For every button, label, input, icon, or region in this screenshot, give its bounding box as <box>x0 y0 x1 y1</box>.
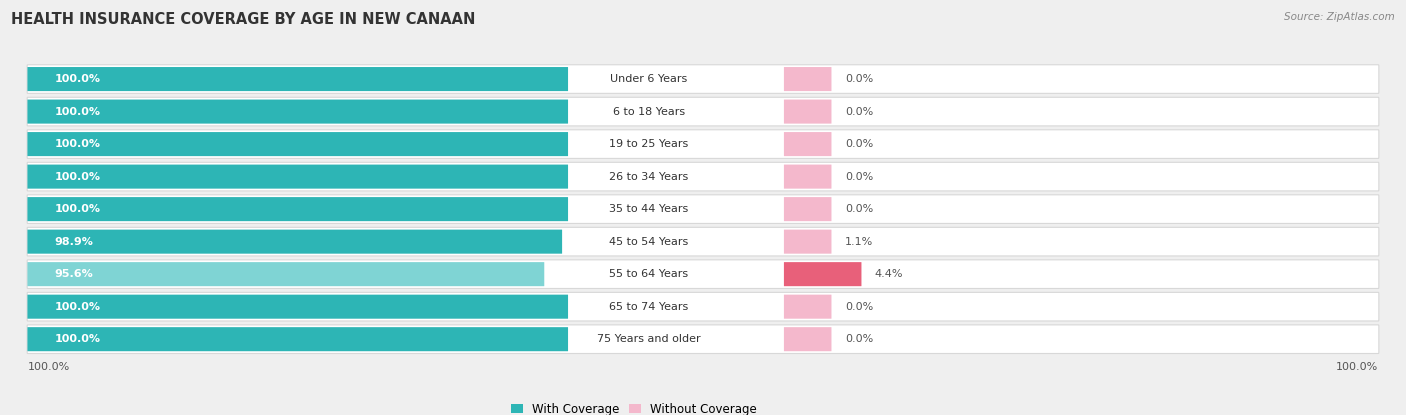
Text: 0.0%: 0.0% <box>845 302 873 312</box>
FancyBboxPatch shape <box>27 227 1379 256</box>
Text: 100.0%: 100.0% <box>55 172 101 182</box>
Text: 0.0%: 0.0% <box>845 139 873 149</box>
FancyBboxPatch shape <box>27 292 1379 321</box>
FancyBboxPatch shape <box>27 162 1379 191</box>
Text: 100.0%: 100.0% <box>1336 362 1378 372</box>
FancyBboxPatch shape <box>28 132 568 156</box>
FancyBboxPatch shape <box>785 229 831 254</box>
FancyBboxPatch shape <box>27 195 1379 223</box>
Text: Source: ZipAtlas.com: Source: ZipAtlas.com <box>1284 12 1395 22</box>
Text: 100.0%: 100.0% <box>55 204 101 214</box>
FancyBboxPatch shape <box>27 130 1379 159</box>
FancyBboxPatch shape <box>785 67 831 91</box>
FancyBboxPatch shape <box>785 132 831 156</box>
FancyBboxPatch shape <box>28 295 568 319</box>
FancyBboxPatch shape <box>28 197 568 221</box>
Text: 0.0%: 0.0% <box>845 74 873 84</box>
Text: Under 6 Years: Under 6 Years <box>610 74 688 84</box>
Text: 4.4%: 4.4% <box>875 269 903 279</box>
FancyBboxPatch shape <box>785 327 831 351</box>
Text: 26 to 34 Years: 26 to 34 Years <box>609 172 689 182</box>
FancyBboxPatch shape <box>28 165 568 189</box>
FancyBboxPatch shape <box>27 325 1379 354</box>
Text: HEALTH INSURANCE COVERAGE BY AGE IN NEW CANAAN: HEALTH INSURANCE COVERAGE BY AGE IN NEW … <box>11 12 475 27</box>
FancyBboxPatch shape <box>27 65 1379 93</box>
Text: 0.0%: 0.0% <box>845 107 873 117</box>
Text: 100.0%: 100.0% <box>28 362 70 372</box>
Text: 100.0%: 100.0% <box>55 334 101 344</box>
Text: 100.0%: 100.0% <box>55 139 101 149</box>
Text: 0.0%: 0.0% <box>845 334 873 344</box>
FancyBboxPatch shape <box>28 67 568 91</box>
FancyBboxPatch shape <box>785 262 862 286</box>
Text: 100.0%: 100.0% <box>55 107 101 117</box>
FancyBboxPatch shape <box>785 100 831 124</box>
Text: 6 to 18 Years: 6 to 18 Years <box>613 107 685 117</box>
Text: 0.0%: 0.0% <box>845 204 873 214</box>
FancyBboxPatch shape <box>785 295 831 319</box>
Text: 19 to 25 Years: 19 to 25 Years <box>609 139 689 149</box>
FancyBboxPatch shape <box>28 262 544 286</box>
FancyBboxPatch shape <box>27 97 1379 126</box>
FancyBboxPatch shape <box>28 100 568 124</box>
Text: 75 Years and older: 75 Years and older <box>598 334 700 344</box>
Text: 55 to 64 Years: 55 to 64 Years <box>609 269 689 279</box>
FancyBboxPatch shape <box>785 197 831 221</box>
Text: 45 to 54 Years: 45 to 54 Years <box>609 237 689 247</box>
Text: 1.1%: 1.1% <box>845 237 873 247</box>
Text: 65 to 74 Years: 65 to 74 Years <box>609 302 689 312</box>
Text: 0.0%: 0.0% <box>845 172 873 182</box>
Text: 98.9%: 98.9% <box>55 237 93 247</box>
Legend: With Coverage, Without Coverage: With Coverage, Without Coverage <box>510 403 758 415</box>
FancyBboxPatch shape <box>27 260 1379 288</box>
Text: 35 to 44 Years: 35 to 44 Years <box>609 204 689 214</box>
FancyBboxPatch shape <box>785 165 831 189</box>
Text: 100.0%: 100.0% <box>55 74 101 84</box>
Text: 100.0%: 100.0% <box>55 302 101 312</box>
FancyBboxPatch shape <box>28 229 562 254</box>
FancyBboxPatch shape <box>28 327 568 351</box>
Text: 95.6%: 95.6% <box>55 269 93 279</box>
